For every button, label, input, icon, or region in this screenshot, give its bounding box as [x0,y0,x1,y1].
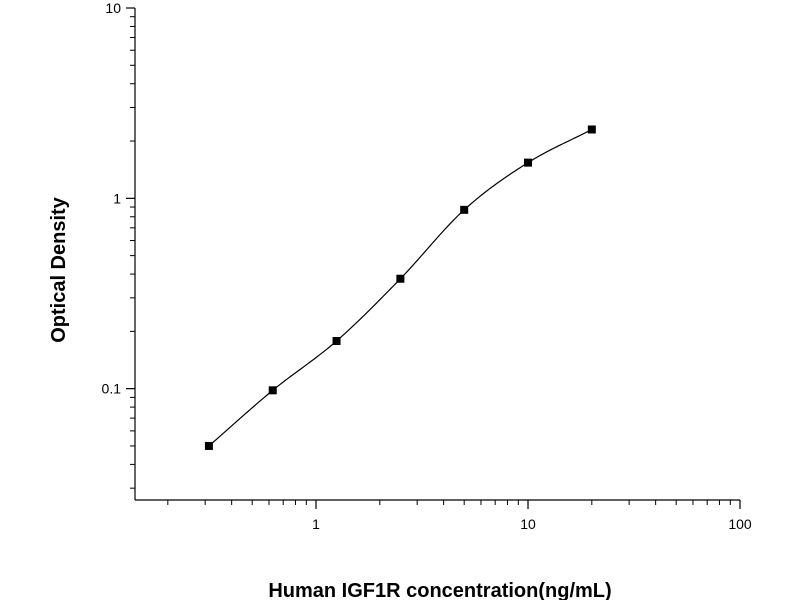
data-point [268,386,277,395]
axis-ticks: 1 10 100 0.1 1 10 [102,0,752,532]
y-tick-label: 1 [113,190,121,206]
data-point [204,441,213,450]
y-tick-label: 10 [105,0,121,16]
data-points-layer [204,125,596,450]
x-tick-label: 100 [728,516,752,532]
axes [134,8,740,501]
data-point [332,336,341,345]
data-point [396,274,405,283]
fit-curve-layer [208,128,593,447]
data-point [524,158,533,167]
y-tick-label: 0.1 [102,381,122,397]
x-axis-title: Human IGF1R concentration(ng/mL) [268,580,611,600]
fit-curve [208,128,593,447]
data-point [460,205,469,214]
data-point [587,125,596,134]
y-axis-title: Optical Density [48,196,70,342]
x-tick-label: 1 [312,516,320,532]
x-tick-label: 10 [520,516,536,532]
